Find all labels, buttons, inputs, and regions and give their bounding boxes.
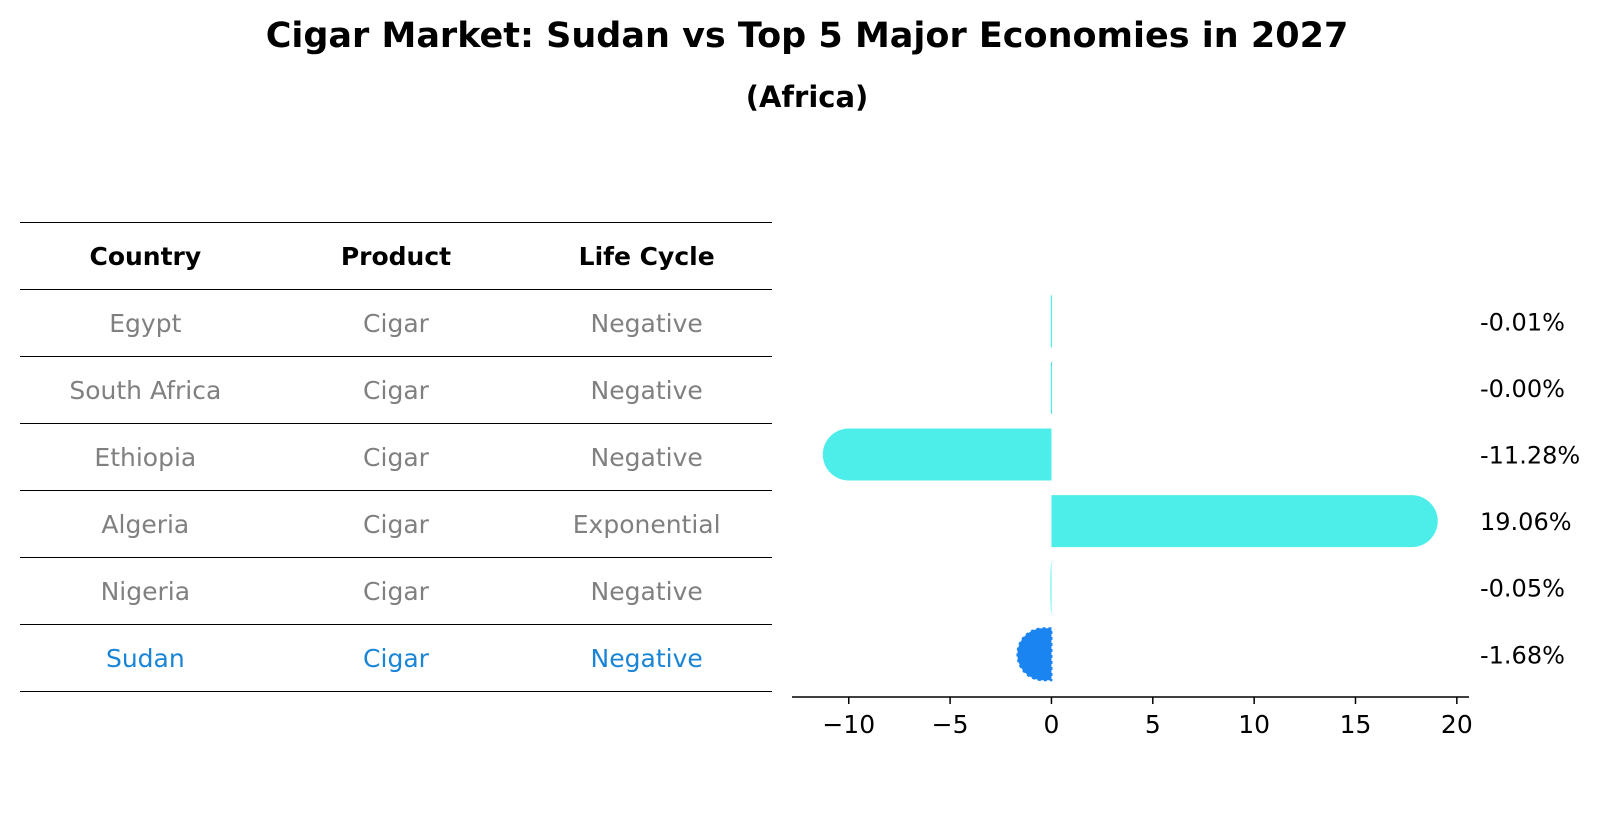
chart-subtitle: (Africa) (745, 80, 869, 114)
bar-sudan (1016, 627, 1053, 682)
cell-product: Cigar (270, 490, 522, 558)
x-tick-label: 0 (1043, 710, 1059, 739)
cell-product: Cigar (270, 423, 522, 491)
bar-nigeria (1050, 561, 1052, 614)
cell-life-cycle: Exponential (521, 490, 772, 558)
table-row: Egypt Cigar Negative (20, 289, 772, 357)
cell-country: South Africa (20, 356, 271, 424)
table-row: Nigeria Cigar Negative (20, 557, 772, 625)
cell-life-cycle: Negative (521, 289, 772, 357)
cell-product: Cigar (270, 624, 522, 692)
value-label: -0.01% (1480, 308, 1565, 336)
cell-life-cycle: Negative (521, 624, 772, 692)
cell-country: Sudan (20, 624, 271, 692)
table-row: Ethiopia Cigar Negative (20, 423, 772, 491)
market-table: Country Product Life Cycle Egypt Cigar N… (20, 222, 772, 692)
cell-product: Cigar (270, 557, 522, 625)
bar-egypt (1050, 295, 1053, 348)
market-table-grid: Country Product Life Cycle Egypt Cigar N… (20, 222, 772, 692)
x-tick-label: 5 (1145, 710, 1161, 739)
x-tick-label: −5 (932, 710, 969, 739)
value-label: -11.28% (1480, 442, 1580, 470)
value-label: -1.68% (1480, 641, 1565, 669)
table-header: Country Product Life Cycle (20, 222, 772, 290)
header-life-cycle: Life Cycle (521, 222, 772, 290)
bar-ethiopia (822, 428, 1052, 481)
bar-south-africa (1050, 361, 1053, 414)
x-tick-label: −10 (822, 710, 875, 739)
value-label: 19.06% (1480, 508, 1572, 536)
table-row: South Africa Cigar Negative (20, 356, 772, 424)
value-label: -0.05% (1480, 575, 1565, 603)
cell-country: Egypt (20, 289, 271, 357)
x-tick-label: 15 (1340, 710, 1372, 739)
table-row-highlighted: Sudan Cigar Negative (20, 624, 772, 692)
x-tick-label: 10 (1238, 710, 1270, 739)
table-row: Algeria Cigar Exponential (20, 490, 772, 558)
bar-algeria (1051, 495, 1438, 548)
cell-country: Algeria (20, 490, 271, 558)
table-header-row: Country Product Life Cycle (20, 222, 772, 290)
chart-title: Cigar Market: Sudan vs Top 5 Major Econo… (265, 16, 1349, 56)
header-product: Product (270, 222, 522, 290)
cell-life-cycle: Negative (521, 356, 772, 424)
cell-life-cycle: Negative (521, 423, 772, 491)
cell-country: Nigeria (20, 557, 271, 625)
cell-product: Cigar (270, 289, 522, 357)
cell-life-cycle: Negative (521, 557, 772, 625)
header-country: Country (20, 222, 271, 290)
table-body: Egypt Cigar Negative South Africa Cigar … (20, 289, 772, 692)
x-tick-label: 20 (1441, 710, 1473, 739)
cell-country: Ethiopia (20, 423, 271, 491)
value-label: -0.00% (1480, 375, 1565, 403)
cell-product: Cigar (270, 356, 522, 424)
